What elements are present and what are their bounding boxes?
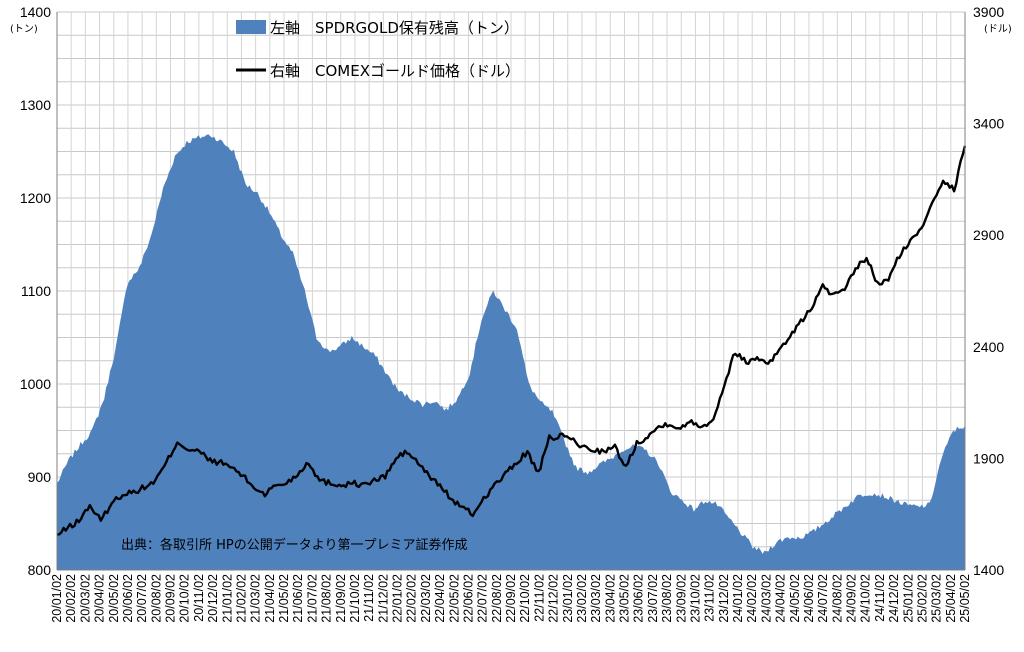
x-tick-label: 23/02/02 [575, 574, 589, 623]
x-tick-label: 23/11/02 [703, 574, 717, 622]
holdings-area [57, 134, 965, 570]
x-tick-label: 23/12/02 [717, 574, 731, 623]
x-tick-label: 23/03/02 [589, 574, 603, 623]
x-tick-label: 20/01/02 [50, 574, 64, 623]
x-tick-label: 22/01/02 [391, 574, 405, 623]
x-tick-label: 20/09/02 [164, 574, 178, 623]
x-tick-label: 22/10/02 [518, 574, 532, 623]
x-tick-label: 23/04/02 [603, 574, 617, 623]
x-tick-label: 21/03/02 [249, 574, 263, 623]
x-tick-label: 24/08/02 [830, 574, 844, 623]
x-tick-label: 23/07/02 [646, 574, 660, 623]
x-tick-label: 23/09/02 [674, 574, 688, 623]
x-tick-label: 22/12/02 [547, 574, 561, 623]
x-tick-label: 24/10/02 [859, 574, 873, 623]
x-tick-label: 24/02/02 [745, 574, 759, 623]
x-tick-label: 22/04/02 [433, 574, 447, 623]
x-tick-label: 23/06/02 [632, 574, 646, 623]
left-tick-label: 1400 [20, 4, 51, 20]
legend-line-label: 右軸 COMEXゴールド価格（ドル） [270, 62, 520, 80]
x-tick-label: 20/12/02 [206, 574, 220, 623]
x-tick-label: 23/05/02 [618, 574, 632, 623]
x-tick-label: 24/06/02 [802, 574, 816, 623]
price-line [56, 145, 967, 536]
x-tick-label: 20/10/02 [178, 574, 192, 623]
x-axis-ticks: 20/01/02 20/02/02 20/03/02 20/04/02 20/05/02… [50, 574, 972, 623]
right-tick-label: 1900 [973, 450, 1004, 466]
x-tick-label: 20/06/02 [121, 574, 135, 623]
x-tick-label: 21/04/02 [263, 574, 277, 623]
x-tick-label: 23/01/02 [561, 574, 575, 623]
right-tick-label: 2400 [973, 339, 1004, 355]
x-tick-label: 22/07/02 [476, 574, 490, 623]
price-line-layer [56, 145, 967, 536]
x-tick-label: 24/11/02 [873, 574, 887, 622]
x-tick-label: 22/11/02 [532, 574, 546, 622]
right-tick-label: 3400 [973, 116, 1004, 132]
x-tick-label: 25/01/02 [901, 574, 915, 623]
legend-area-swatch [236, 20, 266, 34]
legend-area-label: 左軸 SPDRGOLD保有残高（トン） [270, 19, 519, 37]
left-axis-unit: (トン) [10, 24, 38, 35]
x-tick-label: 21/07/02 [305, 574, 319, 623]
right-tick-label: 1400 [973, 562, 1004, 578]
x-tick-label: 20/07/02 [135, 574, 149, 623]
left-tick-label: 1300 [20, 97, 51, 113]
right-axis-ticks: 1400 1900 2400 2900 3400 3900 [973, 4, 1004, 578]
left-tick-label: 1000 [20, 376, 51, 392]
x-tick-label: 21/12/02 [376, 574, 390, 623]
x-tick-label: 22/08/02 [490, 574, 504, 623]
right-tick-label: 3900 [973, 4, 1004, 20]
x-tick-label: 25/02/02 [915, 574, 929, 623]
x-tick-label: 22/03/02 [419, 574, 433, 623]
holdings-area-layer [57, 134, 965, 570]
x-tick-label: 21/02/02 [234, 574, 248, 623]
x-tick-label: 20/05/02 [107, 574, 121, 623]
x-tick-label: 25/05/02 [958, 574, 972, 623]
x-tick-label: 24/07/02 [816, 574, 830, 623]
x-tick-label: 23/08/02 [660, 574, 674, 623]
x-tick-label: 24/12/02 [887, 574, 901, 623]
right-axis-unit: (ドル) [984, 24, 1012, 35]
x-tick-label: 20/02/02 [64, 574, 78, 623]
left-tick-label: 800 [28, 562, 52, 578]
x-tick-label: 22/09/02 [504, 574, 518, 623]
left-tick-label: 1200 [20, 190, 51, 206]
x-tick-label: 24/04/02 [774, 574, 788, 623]
left-tick-label: 1100 [21, 283, 51, 299]
left-axis-ticks: 800 900 1000 1100 1200 1300 1400 [20, 4, 51, 578]
x-tick-label: 21/08/02 [320, 574, 334, 623]
right-tick-label: 2900 [973, 227, 1004, 243]
x-tick-label: 21/09/02 [334, 574, 348, 623]
x-tick-label: 20/11/02 [192, 574, 206, 622]
source-note: 出典：各取引所 HPの公開データより第一プレミア証券作成 [121, 537, 468, 553]
x-tick-label: 21/06/02 [291, 574, 305, 623]
x-tick-label: 20/08/02 [149, 574, 163, 623]
x-tick-label: 22/05/02 [447, 574, 461, 623]
left-tick-label: 900 [28, 469, 52, 485]
x-tick-label: 24/01/02 [731, 574, 745, 623]
x-tick-label: 20/03/02 [78, 574, 92, 623]
x-tick-label: 21/10/02 [348, 574, 362, 623]
x-tick-label: 21/11/02 [362, 574, 376, 622]
x-tick-label: 24/05/02 [788, 574, 802, 623]
x-tick-label: 25/03/02 [930, 574, 944, 623]
x-tick-label: 21/01/02 [220, 574, 234, 623]
legend: 左軸 SPDRGOLD保有残高（トン） 右軸 COMEXゴールド価格（ドル） [236, 19, 520, 80]
x-tick-label: 24/09/02 [845, 574, 859, 623]
x-tick-label: 25/04/02 [944, 574, 958, 623]
x-tick-label: 22/02/02 [405, 574, 419, 623]
x-tick-label: 20/04/02 [93, 574, 107, 623]
x-tick-label: 23/10/02 [688, 574, 702, 623]
x-tick-label: 21/05/02 [277, 574, 291, 623]
x-tick-label: 24/03/02 [759, 574, 773, 623]
axes [56, 12, 966, 571]
x-tick-label: 22/06/02 [461, 574, 475, 623]
